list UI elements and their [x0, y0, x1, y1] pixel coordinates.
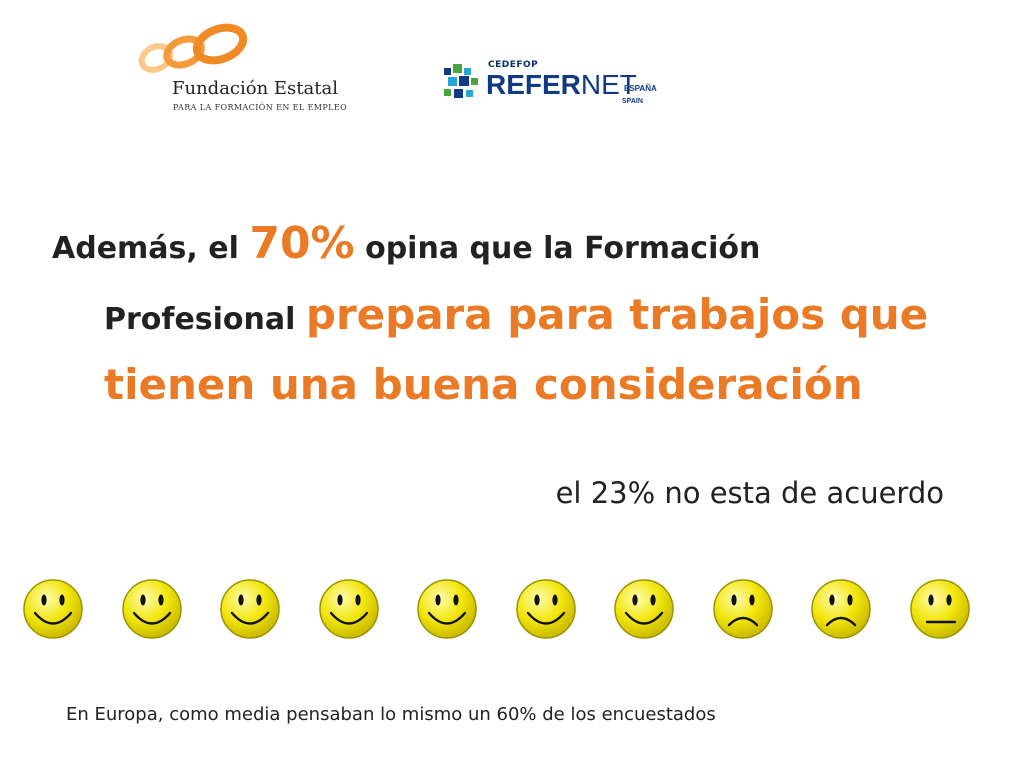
smiley-happy-icon: [318, 579, 379, 639]
smiley-sad-icon: [712, 579, 773, 639]
fundacion-estatal-logo: Fundación Estatal PARA LA FORMACIÓN EN E…: [132, 22, 347, 117]
percent-70: 70%: [249, 218, 355, 269]
smiley-happy-icon: [515, 579, 576, 639]
spain-label: SPAIN: [622, 98, 643, 105]
europe-footnote: En Europa, como media pensaban lo mismo …: [66, 704, 716, 725]
smiley-neutral-icon: [909, 579, 970, 639]
consideracion-phrase: tienen una buena consideración: [104, 360, 863, 409]
smiley-row: [22, 578, 982, 642]
headline-line-1: Además, el 70% opina que la Formación: [52, 218, 760, 269]
smiley-happy-icon: [121, 579, 182, 639]
refer-text: REFER: [486, 69, 581, 100]
smiley-happy-icon: [417, 579, 477, 639]
mosaic-squares-icon: [444, 64, 478, 98]
headline-rest-line-1: opina que la Formación: [354, 231, 761, 266]
word-el: el: [197, 231, 250, 266]
espana-label: ESPAÑA: [624, 84, 657, 93]
word-ademas: Además,: [52, 231, 198, 266]
interlocking-rings-icon: [138, 23, 248, 73]
prepara-phrase: prepara para trabajos que: [305, 290, 929, 339]
fundacion-name: Fundación Estatal: [172, 78, 338, 99]
smiley-happy-icon: [614, 579, 674, 639]
refernet-logo: CEDEFOP REFERNET ESPAÑA SPAIN: [444, 60, 674, 110]
word-profesional: Profesional: [104, 302, 306, 337]
smiley-happy-icon: [23, 579, 83, 639]
headline-line-3: tienen una buena consideración: [104, 360, 863, 409]
headline-line-2: Profesional prepara para trabajos que: [104, 290, 928, 339]
net-text: NET: [580, 69, 637, 100]
refernet-wordmark: REFERNET: [486, 70, 637, 100]
smiley-happy-icon: [220, 579, 280, 639]
disagree-statement: el 23% no esta de acuerdo: [555, 476, 944, 510]
smiley-sad-icon: [811, 579, 871, 639]
cedefop-label: CEDEFOP: [488, 60, 539, 70]
fundacion-tagline: PARA LA FORMACIÓN EN EL EMPLEO: [173, 103, 348, 112]
